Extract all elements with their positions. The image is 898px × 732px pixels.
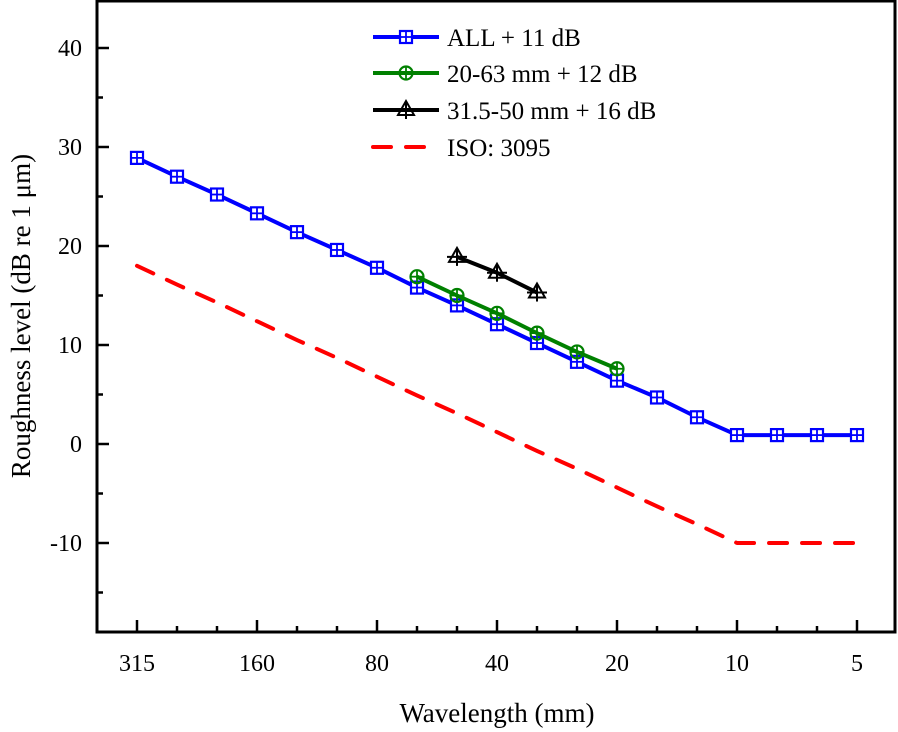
y-axis-ticks: -10 0 10 20 30 40 (50, 36, 109, 594)
y-tick-label: 20 (58, 234, 82, 260)
series-all-11-db (129, 150, 865, 443)
data-point (249, 206, 265, 221)
legend-item: ALL + 11 dB (373, 25, 581, 52)
data-point (527, 281, 547, 302)
legend-label: 20-63 mm + 12 dB (447, 61, 638, 88)
data-point (489, 317, 505, 332)
series-31-5-50-mm-16-db (447, 245, 547, 302)
x-tick-label: 40 (485, 651, 509, 677)
y-tick-label: 40 (58, 36, 82, 62)
series-line (136, 156, 857, 438)
data-point (409, 269, 425, 285)
y-axis-title: Roughness level (dB re 1 μm) (6, 154, 36, 478)
x-axis-ticks: 315 160 80 40 20 10 5 (119, 620, 863, 677)
data-point (487, 261, 507, 282)
data-point (529, 325, 545, 341)
y-tick-label: -10 (50, 531, 82, 557)
legend-item: 20-63 mm + 12 dB (373, 61, 638, 88)
legend-label: ALL + 11 dB (447, 25, 581, 52)
legend-item: ISO: 3095 (371, 135, 550, 162)
legend-marker (398, 65, 414, 81)
data-point (689, 410, 705, 425)
data-point (449, 287, 465, 304)
data-point (769, 427, 785, 443)
axes: 315 160 80 40 20 10 5 -10 0 10 20 30 40 (50, 0, 897, 677)
legend-label: ISO: 3095 (447, 135, 550, 162)
data-point (209, 187, 225, 202)
data-point (129, 150, 145, 165)
data-point (329, 242, 345, 258)
series-layer (129, 150, 865, 545)
data-point (729, 427, 745, 443)
legend-marker (398, 29, 414, 45)
data-point (609, 373, 625, 388)
series-line (135, 263, 859, 545)
legend: ALL + 11 dB 20-63 mm + 12 dB 31.5-50 mm + … (371, 25, 656, 162)
data-point (369, 260, 385, 275)
legend-item: 31.5-50 mm + 16 dB (373, 98, 656, 125)
data-point (649, 390, 665, 405)
y-tick-label: 10 (58, 333, 82, 359)
data-point (169, 169, 185, 184)
x-tick-label: 160 (239, 651, 275, 677)
series-20-63-mm-12-db (409, 269, 625, 377)
y-tick-label: 0 (70, 432, 82, 458)
data-point (289, 225, 305, 240)
data-point (609, 361, 625, 377)
x-tick-label: 5 (851, 651, 863, 677)
x-tick-label: 315 (119, 651, 155, 677)
series-line (416, 274, 618, 371)
x-tick-label: 10 (725, 651, 749, 677)
data-point (489, 305, 505, 321)
data-point (849, 427, 865, 443)
data-point (409, 280, 425, 295)
x-axis-title: Wavelength (mm) (399, 698, 594, 728)
data-point (809, 427, 825, 443)
x-tick-label: 20 (605, 651, 629, 677)
series-iso-3095 (135, 263, 859, 545)
y-tick-label: 30 (58, 135, 82, 161)
data-point (569, 344, 585, 360)
plot-frame (95, 0, 897, 634)
x-tick-label: 80 (365, 651, 389, 677)
legend-marker (396, 98, 416, 119)
legend-label: 31.5-50 mm + 16 dB (447, 98, 656, 125)
data-point (447, 245, 467, 266)
